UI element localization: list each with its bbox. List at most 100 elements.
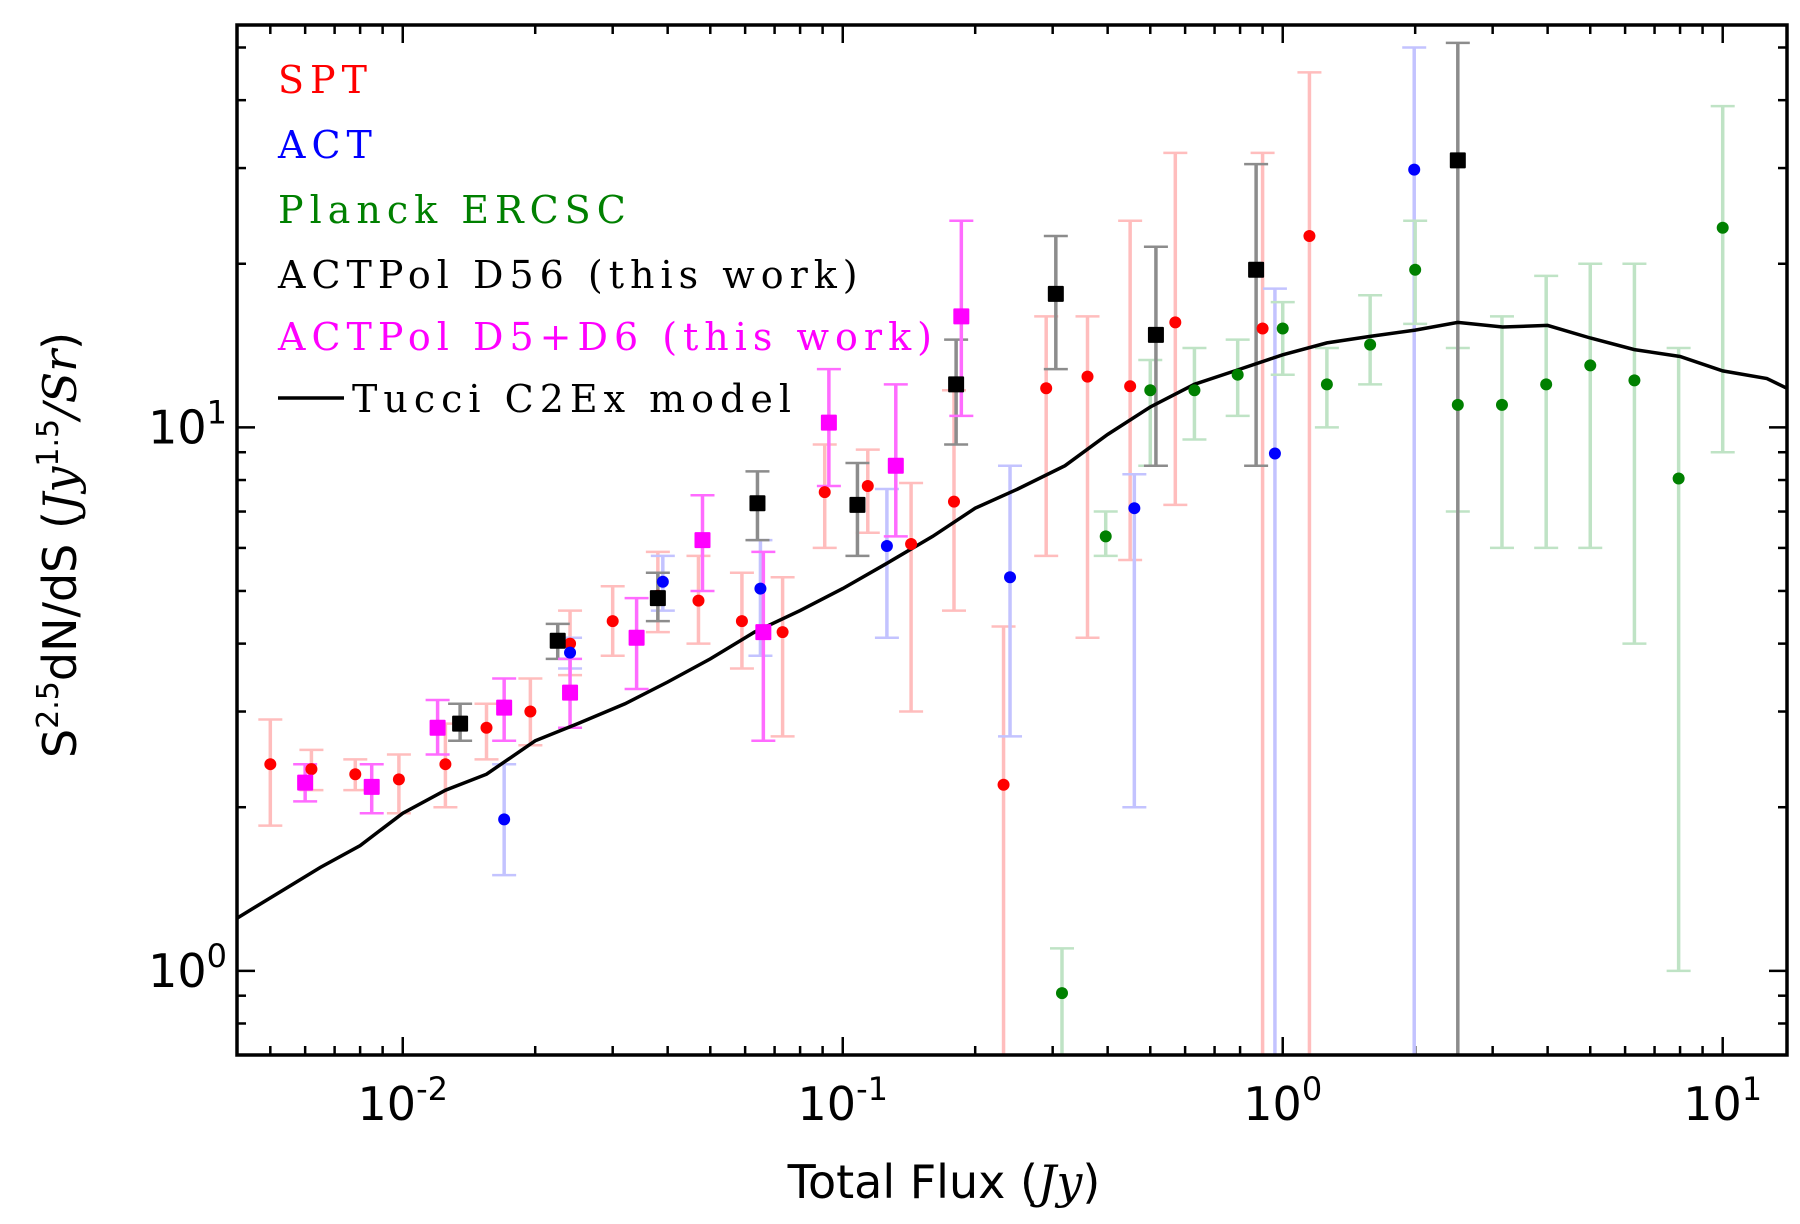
data-point: [480, 721, 493, 734]
data-point: [776, 626, 789, 639]
data-point: [1495, 398, 1508, 411]
data-point: [498, 813, 511, 826]
data-point-square: [496, 699, 513, 716]
data-point: [1408, 163, 1421, 176]
data-point-square: [887, 457, 904, 474]
error-bar: [1143, 245, 1168, 467]
data-point: [1124, 380, 1137, 393]
data-point: [1128, 502, 1141, 515]
data-point: [564, 637, 577, 650]
data-point: [1364, 338, 1377, 351]
data-point: [1081, 370, 1094, 383]
data-point: [1451, 398, 1464, 411]
data-point-square: [297, 774, 314, 791]
data-point: [1169, 316, 1182, 329]
y-tick-label: 100: [148, 937, 227, 998]
error-bar: [1122, 472, 1147, 809]
legend-entry-spt: SPT: [278, 58, 373, 102]
data-points: [264, 152, 1729, 1000]
data-point-square: [755, 624, 772, 641]
data-point-square: [363, 778, 380, 795]
data-point: [349, 768, 362, 781]
legend-entry-planck: Planck ERCSC: [278, 188, 632, 232]
data-point-square: [429, 719, 446, 736]
data-point-square: [820, 414, 837, 431]
data-point: [1256, 322, 1269, 335]
data-point: [305, 763, 318, 776]
data-point: [1055, 987, 1068, 1000]
error-bar: [1445, 41, 1470, 1055]
data-point: [656, 575, 669, 588]
model-line: [236, 320, 1788, 920]
data-point-square: [649, 590, 666, 607]
data-point: [1099, 530, 1112, 543]
error-bar: [1163, 151, 1188, 507]
error-bar: [1622, 262, 1647, 645]
data-point-square: [948, 376, 965, 393]
data-point: [735, 615, 748, 628]
data-point: [1672, 472, 1685, 485]
error-bar: [770, 575, 795, 738]
data-point: [392, 773, 405, 786]
legend-entry-model: Tucci C2Ex model: [352, 377, 797, 421]
data-point: [564, 646, 577, 659]
data-point-square: [452, 715, 469, 732]
error-bar: [998, 464, 1023, 738]
data-point: [524, 705, 537, 718]
error-bar: [1250, 151, 1275, 1055]
data-point: [997, 778, 1010, 791]
data-point: [1276, 322, 1289, 335]
data-point: [1320, 378, 1333, 391]
data-point-square: [1248, 261, 1265, 278]
data-point: [1628, 374, 1641, 387]
data-point: [264, 758, 277, 771]
data-point: [1144, 384, 1157, 397]
legend-entry-actpol-d56: ACTPol D56 (this work): [277, 253, 864, 297]
error-bar: [1262, 287, 1287, 1055]
data-point: [880, 539, 893, 552]
error-bar: [1534, 274, 1559, 550]
data-point: [1303, 229, 1316, 242]
data-point: [1188, 384, 1201, 397]
data-point: [606, 615, 619, 628]
x-tick-label: 10-1: [798, 1070, 888, 1131]
data-point-square: [628, 629, 645, 646]
legend: SPT ACT Planck ERCSC ACTPol D56 (this wo…: [277, 58, 938, 421]
data-point: [818, 486, 831, 499]
data-point-square: [694, 532, 711, 549]
data-point-square: [1147, 326, 1164, 343]
x-tick-label: 101: [1683, 1070, 1762, 1131]
tick-labels: 10-2 10-1 100 101 100 101: [148, 393, 1762, 1131]
data-point: [754, 582, 767, 595]
error-bar: [1710, 104, 1735, 454]
error-bar: [1075, 315, 1100, 640]
data-point: [1004, 571, 1017, 584]
data-point-square: [1047, 285, 1064, 302]
error-bar: [1244, 162, 1269, 467]
data-point-square: [849, 496, 866, 513]
data-point: [692, 594, 705, 607]
error-bar: [258, 718, 283, 827]
legend-entry-actpol-d5d6: ACTPol D5+D6 (this work): [277, 315, 938, 359]
data-point: [1231, 368, 1244, 381]
y-tick-label: 101: [148, 393, 227, 454]
data-point: [947, 495, 960, 508]
x-axis-label: Total Flux (Jy): [787, 1155, 1101, 1209]
plot-frame: [235, 23, 1789, 1057]
data-point-square: [953, 308, 970, 325]
error-bar: [1049, 947, 1074, 1055]
data-point-square: [549, 632, 566, 649]
y-axis-label: S2.5dN/dS (Jy1.5/Sr): [31, 332, 87, 758]
error-bar: [1270, 300, 1295, 376]
data-point: [1268, 447, 1281, 460]
plot-area: [237, 25, 1787, 1055]
error-bar: [1402, 46, 1427, 1055]
data-point: [1409, 263, 1422, 276]
error-bar: [1043, 234, 1068, 371]
legend-entry-act: ACT: [277, 123, 378, 167]
data-point-square: [562, 684, 579, 701]
data-point-square: [749, 495, 766, 512]
data-point: [1584, 359, 1597, 372]
